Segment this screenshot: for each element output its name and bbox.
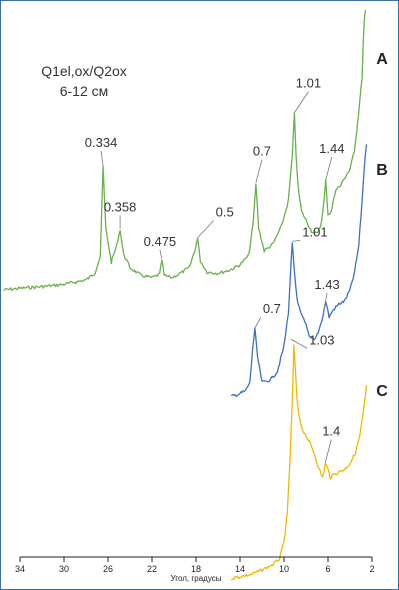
annotation-leader — [290, 339, 308, 349]
x-tick-label: 10 — [279, 564, 289, 574]
annotation-leader — [254, 317, 262, 329]
peak-label: 1.44 — [319, 141, 344, 156]
peak-label: 1.01 — [296, 76, 321, 91]
peak-label: 1.03 — [309, 332, 334, 347]
annotation-leader — [197, 220, 214, 238]
peak-label: 0.475 — [144, 234, 177, 249]
x-tick-label: 26 — [103, 564, 113, 574]
annotation-leader — [324, 439, 332, 463]
series-line-C — [230, 344, 368, 581]
x-tick-label: 30 — [59, 564, 69, 574]
x-tick-label: 22 — [147, 564, 157, 574]
chart-title: Q1el,ox/Q2ox 6-12 см — [41, 63, 127, 99]
x-tick-label: 14 — [235, 564, 245, 574]
title-line-1: Q1el,ox/Q2ox — [41, 63, 127, 79]
annotation-leader — [100, 150, 104, 166]
peak-label: 0.358 — [104, 200, 137, 215]
peak-label: 1.4 — [322, 424, 340, 439]
annotation-leader — [159, 249, 163, 259]
x-tick-label: 18 — [191, 564, 201, 574]
peak-label: 0.5 — [216, 204, 234, 219]
series-label-A: A — [376, 51, 388, 68]
x-axis-label: Угол, градусы — [171, 574, 222, 583]
title-line-2: 6-12 см — [60, 83, 109, 99]
annotation-leader — [294, 91, 309, 113]
x-axis: 34 30 26 22 18 14 10 6 2 — [15, 556, 375, 574]
x-tick-label: 6 — [325, 564, 330, 574]
peak-label: 1.43 — [314, 277, 339, 292]
series-label-C: C — [376, 383, 388, 400]
x-tick-label: 2 — [369, 564, 374, 574]
annotation-leader — [322, 293, 328, 315]
annotation-leader — [255, 159, 263, 183]
series-layer — [3, 9, 368, 581]
series-label-B: B — [376, 162, 388, 179]
peak-label: 0.7 — [253, 144, 271, 159]
series-line-B — [230, 144, 368, 397]
annotation-layer: A 0.334 0.358 0.475 0.5 0.7 1.01 1.44 B 0.7 1.01 1.… — [85, 51, 388, 463]
peak-label: 1.01 — [302, 224, 327, 239]
annotation-leader — [292, 240, 301, 242]
x-tick-label: 34 — [15, 564, 25, 574]
series-line-A — [3, 9, 367, 292]
annotation-leader — [325, 156, 333, 180]
peak-label: 0.334 — [85, 135, 118, 150]
peak-label: 0.7 — [263, 301, 281, 316]
